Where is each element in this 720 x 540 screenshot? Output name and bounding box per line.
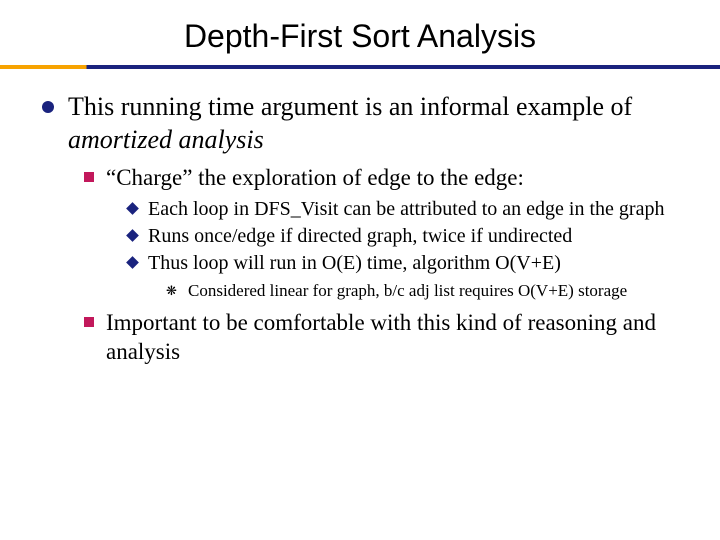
bullet-level-1: This running time argument is an informa… [42, 91, 690, 156]
square-bullet-icon [84, 172, 94, 182]
square-bullet-icon [84, 317, 94, 327]
diamond-bullet-icon [126, 229, 139, 242]
l1-part-a: This running time argument is an informa… [68, 92, 632, 121]
slide-title: Depth-First Sort Analysis [0, 0, 720, 65]
bullet-level-2: Important to be comfortable with this ki… [84, 309, 690, 367]
bullet-level-3: Thus loop will run in O(E) time, algorit… [128, 251, 690, 276]
diamond-bullet-icon [126, 202, 139, 215]
flower-bullet-icon: ❋ [166, 284, 178, 297]
l3a-text: Each loop in DFS_Visit can be attributed… [148, 197, 664, 222]
bullet-level-4: ❋ Considered linear for graph, b/c adj l… [166, 280, 690, 301]
title-rule [0, 65, 720, 69]
bullet-level-2: “Charge” the exploration of edge to the … [84, 164, 690, 193]
l3b-text: Runs once/edge if directed graph, twice … [148, 224, 572, 249]
l1-text: This running time argument is an informa… [68, 91, 690, 156]
bullet-level-3: Runs once/edge if directed graph, twice … [128, 224, 690, 249]
diamond-bullet-icon [126, 256, 139, 269]
circle-bullet-icon [42, 101, 54, 113]
bullet-level-3: Each loop in DFS_Visit can be attributed… [128, 197, 690, 222]
l2a-text: “Charge” the exploration of edge to the … [106, 164, 524, 193]
slide-content: This running time argument is an informa… [0, 91, 720, 367]
l4a-text: Considered linear for graph, b/c adj lis… [188, 280, 627, 301]
l1-part-b-italic: amortized analysis [68, 125, 264, 154]
l3c-text: Thus loop will run in O(E) time, algorit… [148, 251, 561, 276]
l2b-text: Important to be comfortable with this ki… [106, 309, 690, 367]
